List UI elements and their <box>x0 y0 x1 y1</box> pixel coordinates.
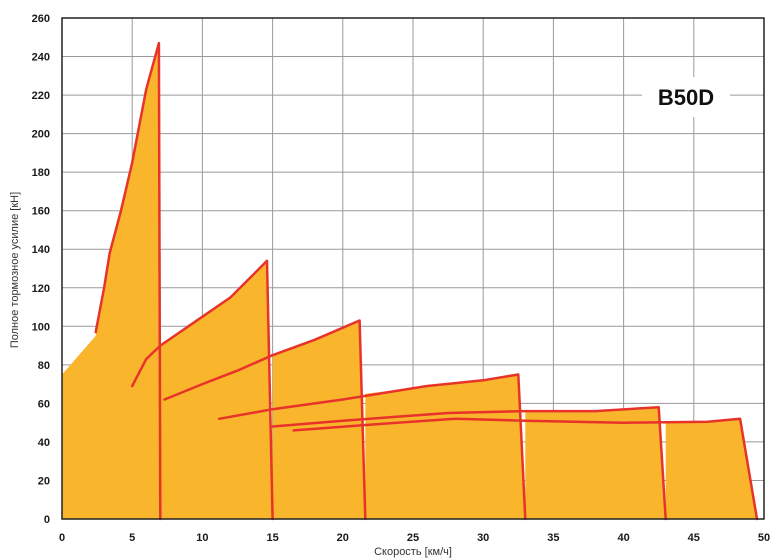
series-line-5 <box>271 405 667 521</box>
x-tick-label-4: 20 <box>337 532 349 544</box>
x-axis-title: Скорость [км/ч] <box>374 546 452 558</box>
braking-force-area <box>62 43 757 519</box>
x-tick-label-0: 0 <box>59 532 65 544</box>
y-tick-label-10: 200 <box>32 129 50 141</box>
x-tick-label-8: 40 <box>617 532 629 544</box>
series-line-1 <box>94 41 162 521</box>
y-tick-label-2: 40 <box>38 437 50 449</box>
series-line-4 <box>217 373 527 521</box>
y-tick-label-13: 260 <box>32 13 50 25</box>
y-tick-label-1: 20 <box>38 475 50 487</box>
y-tick-label-4: 80 <box>38 360 50 372</box>
model-badge-label: B50D <box>658 85 714 110</box>
series-line-3 <box>163 319 367 521</box>
y-tick-label-3: 60 <box>38 398 50 410</box>
envelope-area <box>62 43 757 519</box>
x-tick-label-5: 25 <box>407 532 419 544</box>
x-tick-label-9: 45 <box>688 532 700 544</box>
y-axis-title: Полное тормозное усилие [кН] <box>9 192 21 348</box>
x-tick-label-1: 5 <box>129 532 135 544</box>
y-tick-label-0: 0 <box>44 514 50 526</box>
plot-border <box>61 17 765 520</box>
x-tick-label-3: 15 <box>266 532 278 544</box>
series-lines <box>94 41 759 521</box>
y-tick-labels: 0 20 40 60 80 100 120 140 160 180 200 220 240 260 <box>32 13 50 526</box>
model-badge: B50D <box>642 77 730 117</box>
x-tick-label-7: 35 <box>547 532 559 544</box>
y-tick-label-11: 220 <box>32 90 50 102</box>
x-tick-label-10: 50 <box>758 532 770 544</box>
x-tick-labels: 0 5 10 15 20 25 30 35 40 45 50 <box>59 532 770 544</box>
y-tick-label-8: 160 <box>32 206 50 218</box>
series-line-2 <box>130 259 274 521</box>
y-tick-label-12: 240 <box>32 52 50 64</box>
y-tick-label-5: 100 <box>32 321 50 333</box>
y-tick-label-7: 140 <box>32 244 50 256</box>
series-line-6 <box>292 417 759 521</box>
y-tick-label-6: 120 <box>32 283 50 295</box>
model-badge-box <box>642 77 730 117</box>
plot-frame <box>61 17 765 520</box>
x-tick-label-6: 30 <box>477 532 489 544</box>
y-tick-label-9: 180 <box>32 167 50 179</box>
x-tick-label-2: 10 <box>196 532 208 544</box>
